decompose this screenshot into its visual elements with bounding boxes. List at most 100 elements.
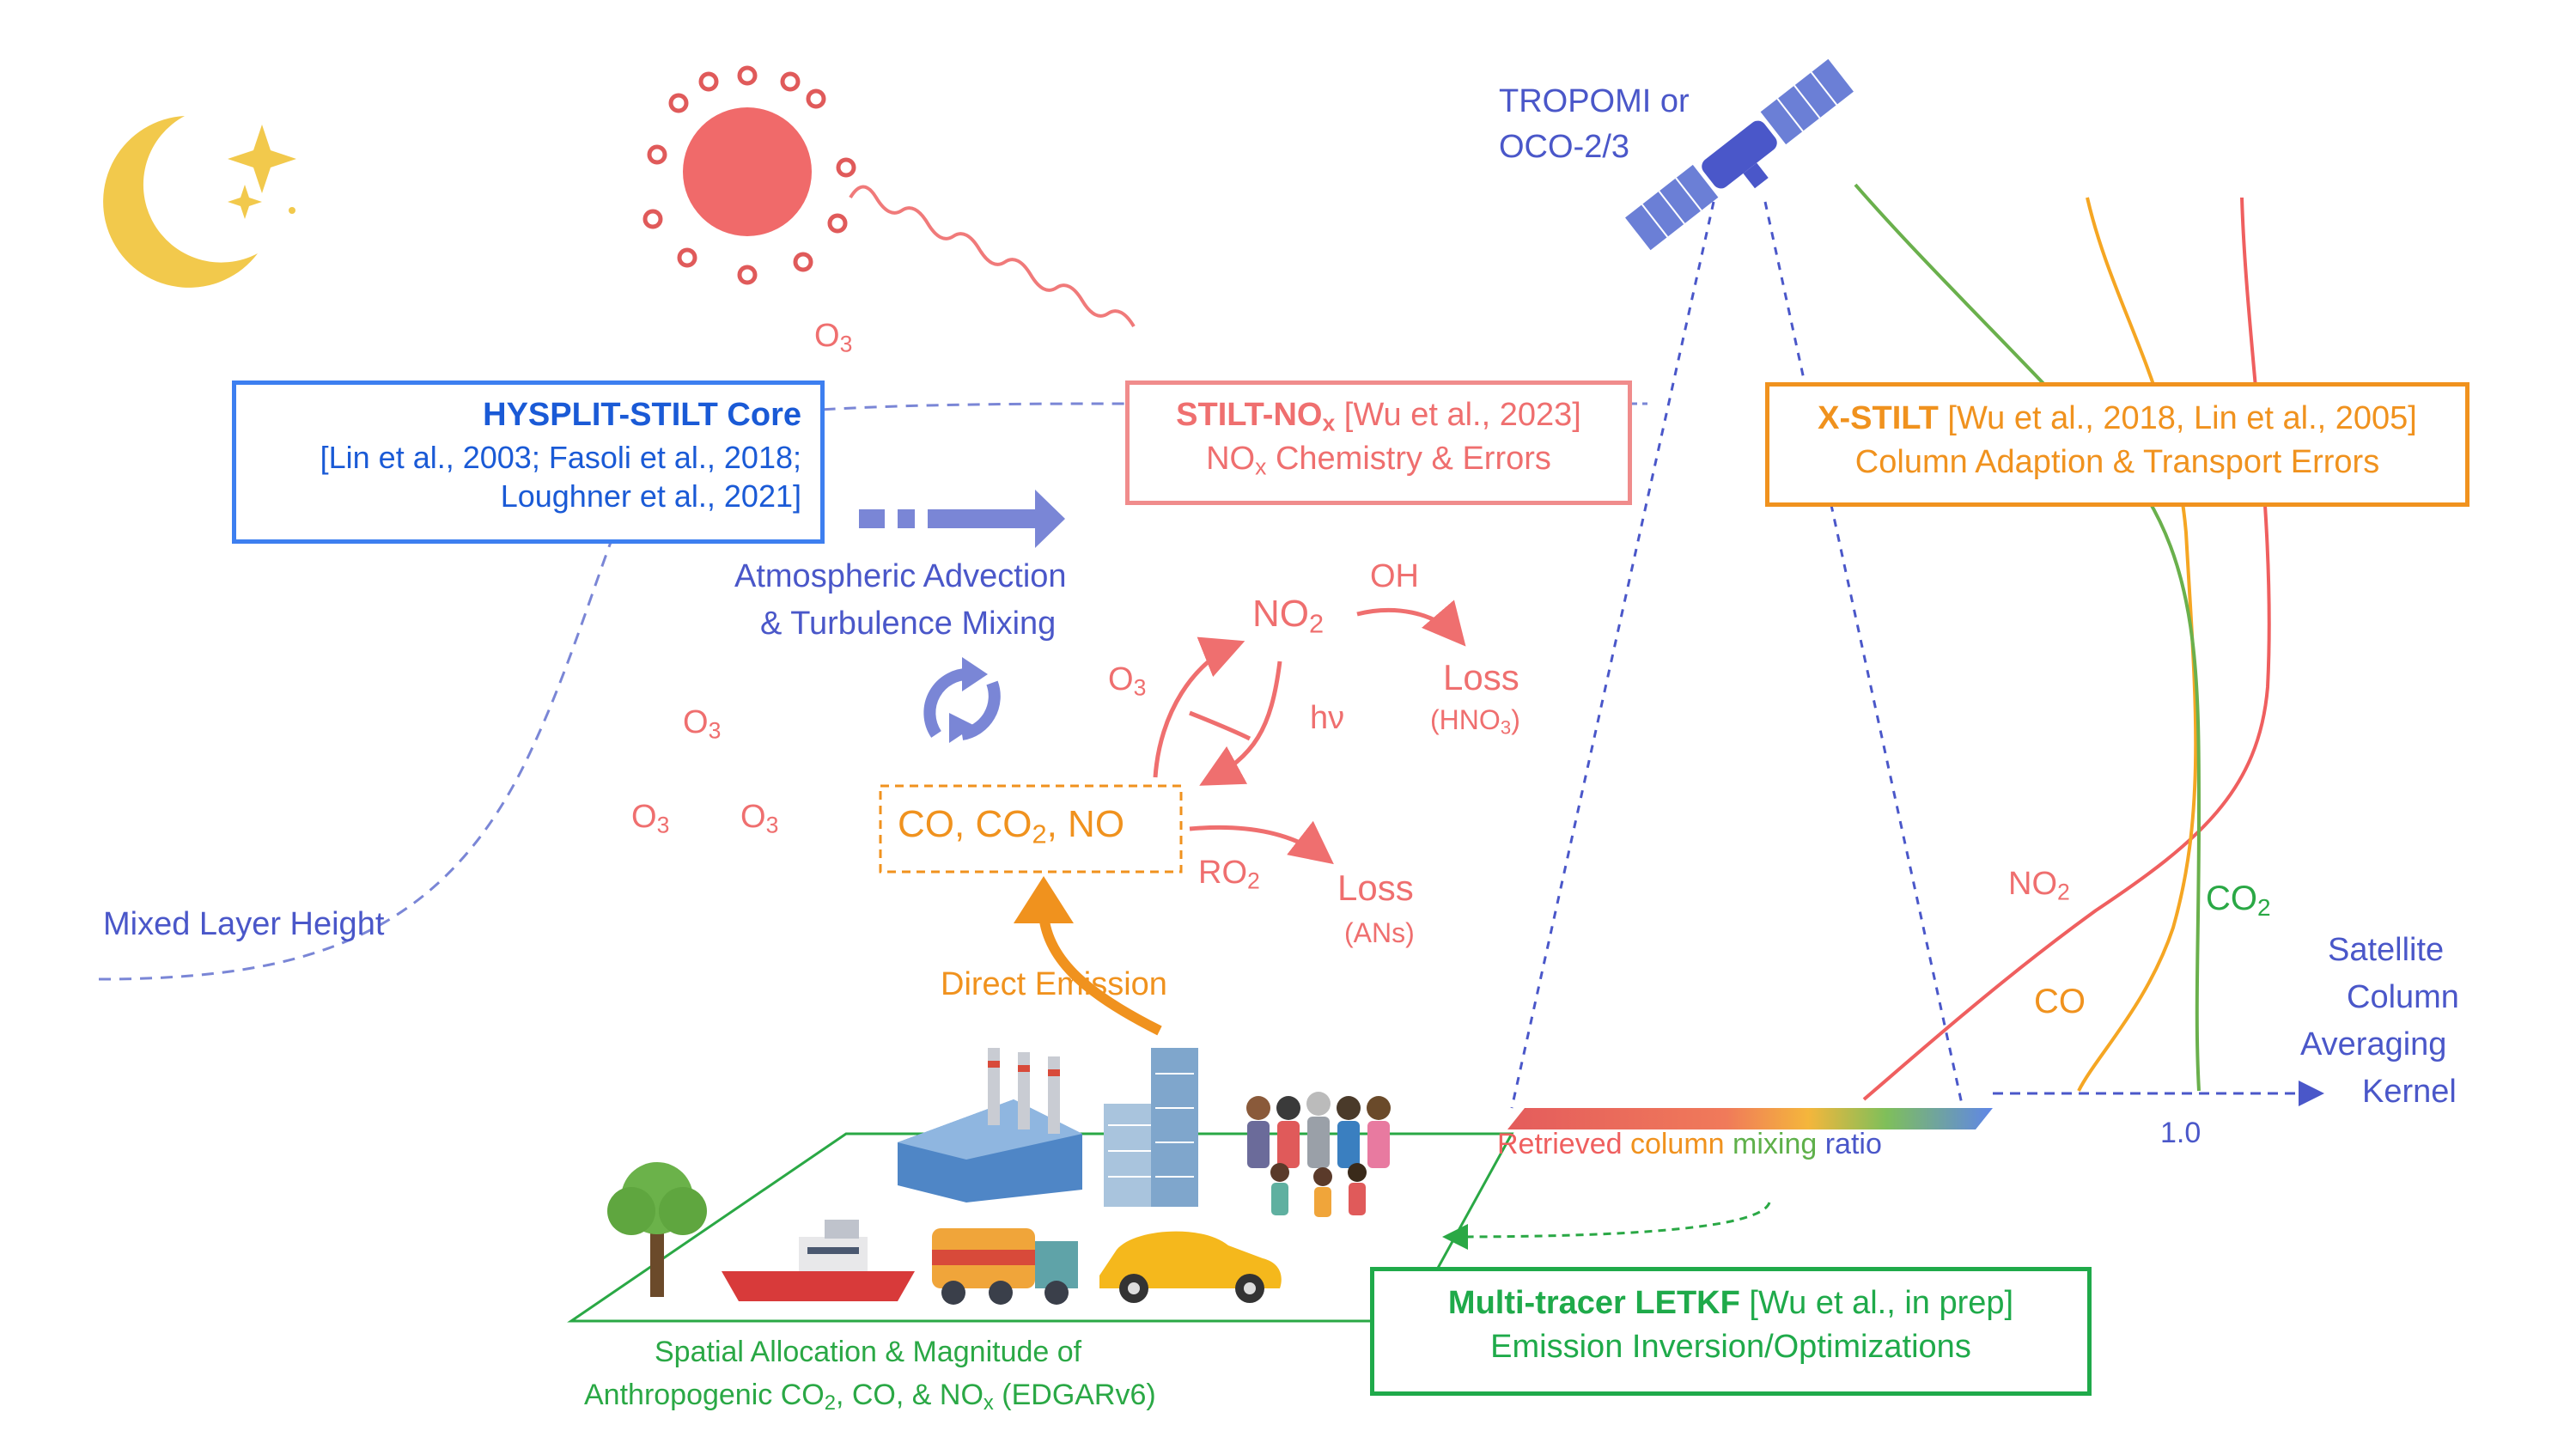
- letkf-ref: [Wu et al., in prep]: [1739, 1285, 2014, 1321]
- letkf-feedback-arrow: [1442, 1202, 1771, 1250]
- arrow-o3-inner: [1189, 710, 1251, 741]
- hv-label: hν: [1310, 700, 1345, 736]
- stilt-nox-ref: [Wu et al., 2023]: [1335, 397, 1581, 433]
- tree-icon: [607, 1162, 707, 1297]
- hysplit-refs-1: [Lin et al., 2003; Fasoli et al., 2018;: [320, 439, 801, 475]
- curve-co2-text: CO: [2206, 880, 2257, 917]
- hysplit-title: HYSPLIT-STILT Core: [483, 397, 801, 433]
- x-stilt-title: X-STILT: [1818, 400, 1939, 436]
- arrow-no-to-no2: [1153, 636, 1245, 778]
- species-box: [879, 784, 1183, 874]
- loss-label-bottom: Loss: [1337, 868, 1414, 908]
- hno3-text: (HNO: [1430, 704, 1501, 735]
- retrieved-column-band: [1507, 1108, 1993, 1129]
- moon-icon: [103, 116, 258, 288]
- o3-text: O: [631, 799, 657, 835]
- curve-no2: [1862, 197, 2271, 1101]
- hysplit-stilt-box: HYSPLIT-STILT Core [Lin et al., 2003; Fa…: [232, 381, 825, 544]
- o3-label-cycle: O3: [1108, 661, 1146, 699]
- turbulence-mixing-icon: [923, 667, 1001, 740]
- x-stilt-ref: [Wu et al., 2018, Lin et al., 2005]: [1938, 400, 2417, 436]
- curve-co2-sub: 2: [2257, 894, 2271, 921]
- o3-sub: 3: [708, 717, 722, 744]
- sat-ak-label-3: Averaging: [2300, 1026, 2447, 1062]
- stilt-nox-line2: NO: [1206, 441, 1256, 477]
- spatial-label-2b: , CO, & NO: [835, 1379, 984, 1411]
- truck-icon: [932, 1228, 1078, 1305]
- arrow-no-loss: [1189, 820, 1334, 865]
- o3-sub: 3: [656, 812, 670, 838]
- arrow-no2-loss: [1356, 600, 1466, 647]
- satellite-icon: [1625, 58, 1854, 251]
- direct-emission-arrowhead: [1014, 876, 1074, 923]
- no2-label: NO2: [1252, 593, 1325, 639]
- species-text-sub: 2: [1032, 819, 1047, 849]
- buildings-icon: [1104, 1048, 1198, 1207]
- sunlight-wave: [849, 185, 1136, 328]
- retrieved-column-label: Retrieved column mixing ratio: [1497, 1128, 1882, 1161]
- o3-text: O: [814, 318, 840, 354]
- o3-text: O: [683, 704, 709, 740]
- o3-text: O: [1108, 661, 1134, 697]
- o3-label-top: O3: [814, 318, 852, 356]
- mixing-word: mixing: [1733, 1128, 1825, 1160]
- o3-label-left: O3: [631, 799, 669, 837]
- o3-text: O: [740, 799, 766, 835]
- curve-co2-label: CO2: [2206, 879, 2271, 921]
- direct-emission-arrow: [1038, 914, 1162, 1036]
- o3-label-right: O3: [740, 799, 778, 837]
- spatial-label-2a: Anthropogenic CO: [584, 1379, 825, 1411]
- advection-label-2: & Turbulence Mixing: [760, 606, 1057, 642]
- curve-co2: [1854, 183, 2201, 1092]
- spatial-label-2: Anthropogenic CO2, CO, & NOx (EDGARv6): [584, 1379, 1156, 1415]
- curve-no2-text: NO: [2008, 866, 2057, 902]
- o3-label-mid: O3: [683, 704, 721, 742]
- spatial-label-2-sub2: x: [983, 1391, 994, 1415]
- ro2-text: RO: [1198, 855, 1247, 891]
- mixed-layer-curve: [98, 402, 1126, 981]
- satellite-label-1: TROPOMI or: [1499, 83, 1690, 119]
- species-text-b: , NO: [1046, 803, 1125, 845]
- car-icon: [1099, 1231, 1282, 1303]
- ro2-label: RO2: [1198, 855, 1260, 892]
- stilt-nox-title: STILT-NO: [1176, 397, 1323, 433]
- letkf-title: Multi-tracer LETKF: [1447, 1285, 1740, 1321]
- direct-emission-label: Direct Emission: [941, 966, 1167, 1002]
- ship-icon: [722, 1220, 915, 1301]
- curve-co-label: CO: [2034, 983, 2086, 1020]
- mixed-layer-label: Mixed Layer Height: [103, 906, 385, 942]
- spatial-label-1: Spatial Allocation & Magnitude of: [655, 1336, 1082, 1368]
- hysplit-refs-2: Loughner et al., 2021]: [500, 478, 801, 514]
- advection-label-1: Atmospheric Advection: [734, 558, 1067, 594]
- ratio-word: ratio: [1824, 1128, 1882, 1160]
- loss-hno3-label: (HNO3): [1430, 704, 1520, 739]
- sat-ak-label-2: Column: [2347, 979, 2459, 1015]
- factory-icon: [898, 1048, 1082, 1202]
- letkf-box: Multi-tracer LETKF [Wu et al., in prep] …: [1370, 1267, 2092, 1396]
- star-icon: [228, 125, 296, 219]
- stilt-nox-title-sub: x: [1322, 410, 1336, 436]
- stilt-nox-box: STILT-NOx [Wu et al., 2023] NOx Chemistr…: [1125, 381, 1632, 505]
- o3-sub: 3: [839, 331, 853, 357]
- people-icon: [1246, 1092, 1391, 1217]
- hno3-sub: 3: [1500, 716, 1512, 739]
- satellite-view-cone: [1510, 201, 1964, 1109]
- loss-label-top: Loss: [1443, 657, 1519, 697]
- loss-ans-label: (ANs): [1344, 917, 1415, 948]
- spatial-label-2-sub1: 2: [824, 1391, 836, 1415]
- sun-icon: [642, 65, 856, 285]
- oh-label: OH: [1370, 558, 1419, 594]
- spatial-label-2c: (EDGARv6): [993, 1379, 1156, 1411]
- o3-sub: 3: [1133, 674, 1147, 701]
- x-stilt-box: X-STILT [Wu et al., 2018, Lin et al., 20…: [1765, 382, 2469, 507]
- stilt-nox-line2-rest: Chemistry & Errors: [1266, 441, 1551, 477]
- column-word: column: [1629, 1128, 1733, 1160]
- advection-arrow: [859, 490, 1065, 548]
- no2-sub: 2: [1309, 608, 1325, 639]
- no2-text: NO: [1252, 593, 1309, 635]
- x-stilt-line2: Column Adaption & Transport Errors: [1854, 444, 2380, 480]
- curve-co: [2077, 197, 2198, 1092]
- sat-ak-label-4: Kernel: [2362, 1074, 2457, 1110]
